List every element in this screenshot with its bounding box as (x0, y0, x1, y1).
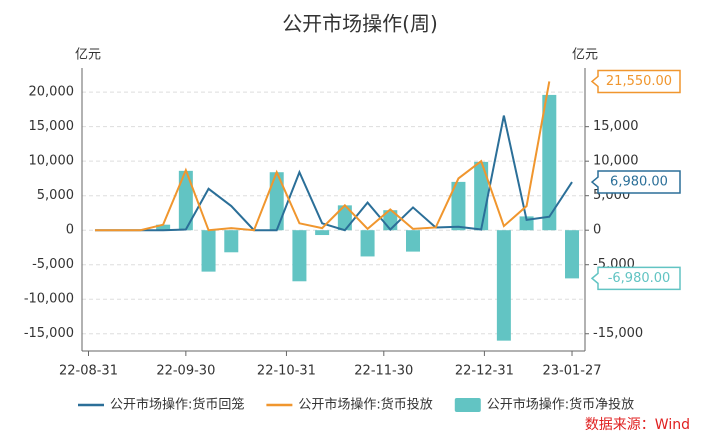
end-label: 21,550.00 (606, 74, 672, 89)
bar (360, 230, 375, 257)
chart-title: 公开市场操作(周) (282, 12, 438, 36)
x-tick-label: 23-01-27 (543, 364, 602, 379)
bar (542, 94, 557, 231)
y2-tick-label: -15,000 (593, 326, 643, 341)
legend-label: 公开市场操作:货币投放 (298, 397, 432, 413)
y2-tick-label: 0 (593, 223, 601, 238)
legend-item: 公开市场操作:货币回笼 (78, 397, 244, 413)
y2-tick-label: 10,000 (593, 154, 639, 169)
line (94, 115, 573, 232)
y-tick-label: 15,000 (29, 119, 75, 134)
bar (496, 230, 511, 341)
y-tick-label: 20,000 (29, 85, 75, 100)
bar (292, 230, 307, 282)
line (94, 81, 551, 232)
bar (156, 224, 171, 231)
end-label-box (590, 170, 681, 194)
bar (315, 230, 330, 236)
x-tick-label: 22-08-31 (59, 364, 118, 379)
y2-tick-label: 15,000 (593, 119, 639, 134)
bar (474, 161, 489, 231)
y-tick-label: 5,000 (37, 188, 74, 203)
bar (565, 230, 580, 279)
y-tick-label: -5,000 (32, 257, 74, 272)
x-tick-label: 22-10-31 (257, 364, 316, 379)
bar (201, 230, 216, 272)
legend-item: 公开市场操作:货币投放 (266, 397, 433, 413)
bar (178, 170, 193, 231)
y-tick-label: -10,000 (24, 292, 74, 307)
end-label: -6,980.00 (608, 271, 671, 286)
end-label-box (590, 266, 681, 291)
y-tick-label: -15,000 (24, 326, 74, 341)
y-tick-label: 10,000 (29, 154, 75, 169)
legend-swatch (454, 398, 481, 412)
bar (406, 230, 421, 252)
bar (451, 181, 466, 231)
end-label: 6,980.00 (610, 175, 668, 190)
legend-label: 公开市场操作:货币净投放 (487, 397, 634, 413)
legend-label: 公开市场操作:货币回笼 (110, 397, 244, 413)
source: 数据来源：Wind (585, 417, 690, 433)
legend-item: 公开市场操作:货币净投放 (454, 397, 634, 413)
y2-axis-label: 亿元 (572, 48, 598, 63)
bar (337, 205, 352, 231)
y-axis-label: 亿元 (75, 48, 101, 63)
x-tick-label: 22-09-30 (156, 364, 215, 379)
y-tick-label: 0 (66, 223, 74, 238)
x-tick-label: 22-11-30 (354, 364, 413, 379)
x-tick-label: 22-12-31 (455, 364, 514, 379)
end-label-box (590, 69, 681, 94)
bar (224, 230, 239, 253)
bar (269, 172, 284, 231)
